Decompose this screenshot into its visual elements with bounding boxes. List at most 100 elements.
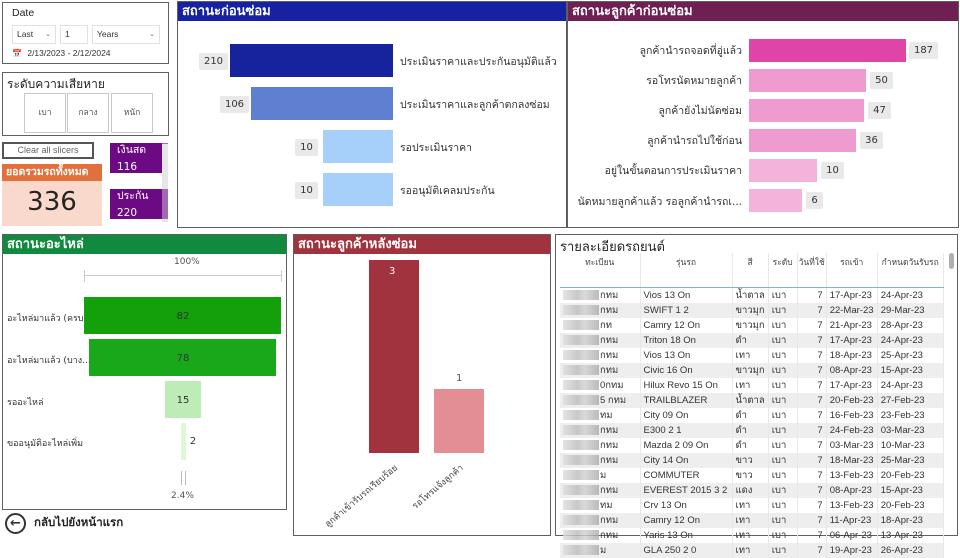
plate-cell: กทม [560, 512, 641, 528]
redacted-plate [563, 304, 599, 315]
column-header[interactable]: ทะเบียน [560, 253, 641, 288]
table-row[interactable]: กท Camry 12 On ขาวมุก เบา 7 21-Apr-23 28-Apr-2… [560, 317, 944, 333]
back-to-home-link[interactable]: ← กลับไปยังหน้าแรก [5, 512, 123, 534]
bar[interactable] [230, 44, 393, 77]
in-date-cell: 08-Apr-23 [826, 482, 878, 498]
color-cell: น้ำตาล [732, 287, 769, 303]
plate-cell: ม [560, 467, 641, 483]
table-row[interactable]: กทม Yaris 13 On เทา เบา 7 06-Apr-23 13-Apr-23 [560, 527, 944, 543]
column-header[interactable]: ระดับ [768, 253, 798, 288]
table-row[interactable]: ม GLA 250 2 0 เทา เบา 7 19-Apr-23 26-Apr-23 [560, 542, 944, 558]
bar[interactable] [749, 159, 817, 182]
column-header[interactable]: รุ่นรถ [640, 253, 733, 288]
plate-text: กทม [600, 424, 619, 436]
plate-cell: กทม [560, 287, 641, 303]
data-label: 36 [860, 132, 883, 149]
bar[interactable] [181, 423, 186, 460]
column-header[interactable]: รถเข้า [826, 253, 878, 288]
in-date-cell: 03-Mar-23 [826, 437, 878, 453]
level-cell: เบา [768, 302, 798, 318]
severity-label: ระดับความเสียหาย [7, 77, 105, 91]
top-percent: 100% [174, 257, 200, 267]
bar-label: ประเมินราคาและประกันอนุมัติแล้ว [400, 56, 557, 68]
bar[interactable] [165, 381, 201, 418]
vehicle-table: ทะเบียน รุ่นรถ สี ระดับ วันที่ใช้ รถเข้า… [560, 253, 944, 558]
table-scrollbar[interactable] [949, 253, 954, 269]
plate-cell: กทม [560, 482, 641, 498]
severity-heavy-button[interactable]: หนัก [111, 93, 153, 133]
table-row[interactable]: กทม Mazda 2 09 On ดำ เบา 7 03-Mar-23 10-Mar-23 [560, 437, 944, 453]
model-cell: City 14 On [640, 452, 733, 468]
data-label: 6 [806, 192, 823, 209]
due-date-cell: 20-Feb-23 [877, 467, 944, 483]
color-cell: เทา [732, 527, 769, 543]
severity-medium-button[interactable]: กลาง [67, 93, 109, 133]
table-row[interactable]: กทม Triton 18 On ดำ เบา 7 17-Apr-23 24-Apr-23 [560, 332, 944, 348]
color-cell: ดำ [732, 407, 769, 423]
data-label: 50 [870, 72, 893, 89]
color-cell: เทา [732, 542, 769, 558]
level-cell: เบา [768, 347, 798, 363]
unit-dropdown[interactable]: Years ⌄ [92, 25, 160, 44]
bar[interactable] [323, 130, 393, 163]
in-date-cell: 16-Feb-23 [826, 407, 878, 423]
plate-cell: กทม [560, 302, 641, 318]
bar-label: ขออนุมัติอะไหล่เพิ่ม [7, 439, 84, 449]
plate-text: กทม [600, 484, 619, 496]
redacted-plate [563, 379, 599, 390]
plate-text: 0กทม [600, 379, 624, 391]
column-header[interactable]: สี [732, 253, 769, 288]
bar[interactable] [369, 260, 419, 453]
relative-value: Last [17, 29, 34, 39]
table-row[interactable]: ทม City 09 On ดำ เบา 7 16-Feb-23 23-Feb-23 [560, 407, 944, 423]
color-cell: ดำ [732, 422, 769, 438]
bar-label: อยู่ในขั้นตอนการประเมินราคา [604, 165, 742, 177]
table-row[interactable]: กทม SWIFT 1 2 ขาวมุก เบา 7 22-Mar-23 29-Mar-23 [560, 302, 944, 318]
bar[interactable] [749, 129, 856, 152]
bar[interactable] [749, 39, 906, 62]
relative-dropdown[interactable]: Last ⌄ [12, 25, 56, 44]
color-cell: เทา [732, 512, 769, 528]
table-row[interactable]: กทม City 14 On ขาว เบา 7 18-Mar-23 25-Mar-23 [560, 452, 944, 468]
table-row[interactable]: กทม Civic 16 On ขาวมุก เบา 7 08-Apr-23 15-Apr-… [560, 362, 944, 378]
arrow-left-icon: ← [5, 512, 26, 534]
after-repair-title: สถานะลูกค้าหลังซ่อม [294, 235, 550, 254]
column-header[interactable]: กำหนดวันรับรถ [877, 253, 944, 288]
bar[interactable] [323, 173, 393, 206]
clear-slicers-button[interactable]: Clear all slicers [2, 142, 94, 159]
table-row[interactable]: 0กทม Hilux Revo 15 On เทา เบา 7 17-Apr-23 24-A… [560, 377, 944, 393]
bar[interactable] [749, 189, 802, 212]
level-cell: เบา [768, 287, 798, 303]
color-cell: ดำ [732, 332, 769, 348]
bar[interactable] [749, 99, 864, 122]
table-row[interactable]: กทม Vios 13 On เทา เบา 7 18-Apr-23 25-Apr-23 [560, 347, 944, 363]
before-repair-chart: สถานะก่อนซ่อม 210 ประเมินราคาและประกันอน… [177, 1, 567, 228]
table-row[interactable]: ทม Crv 13 On เทา เบา 7 13-Feb-23 20-Feb-23 [560, 497, 944, 513]
bar[interactable] [749, 69, 866, 92]
level-cell: เบา [768, 512, 798, 528]
column-header[interactable]: วันที่ใช้ [797, 253, 827, 288]
count-input[interactable]: 1 [60, 25, 88, 44]
bar[interactable] [84, 297, 281, 334]
table-row[interactable]: กทม EVEREST 2015 3 2 แดง เบา 7 08-Apr-23 15-Ap… [560, 482, 944, 498]
severity-light-button[interactable]: เบา [24, 93, 66, 133]
table-row[interactable]: กทม Vios 13 On น้ำตาล เบา 7 17-Apr-23 24-Apr-2… [560, 287, 944, 303]
card-accent [162, 189, 168, 219]
due-date-cell: 13-Apr-23 [877, 527, 944, 543]
plate-cell: กท [560, 317, 641, 333]
table-row[interactable]: กทม Camry 12 On เทา เบา 7 11-Apr-23 18-Apr-23 [560, 512, 944, 528]
table-row[interactable]: ม COMMUTER ขาว เบา 7 13-Feb-23 20-Feb-23 [560, 467, 944, 483]
cards-scrollbar[interactable] [162, 144, 168, 222]
bar[interactable] [251, 87, 393, 120]
bar[interactable] [89, 339, 276, 376]
color-cell: เทา [732, 497, 769, 513]
redacted-plate [563, 439, 599, 450]
due-date-cell: 15-Apr-23 [877, 362, 944, 378]
in-date-cell: 13-Feb-23 [826, 497, 878, 513]
plate-text: กทม [600, 514, 619, 526]
table-row[interactable]: 5 กทม TRAILBLAZER น้ำตาล เบา 7 20-Feb-23 27-Fe… [560, 392, 944, 408]
bar-label: รออนุมัติเคลมประกัน [400, 185, 495, 197]
in-date-cell: 11-Apr-23 [826, 512, 878, 528]
table-row[interactable]: กทม E300 2 1 ดำ เบา 7 24-Feb-23 03-Mar-23 [560, 422, 944, 438]
bar[interactable] [434, 389, 484, 453]
